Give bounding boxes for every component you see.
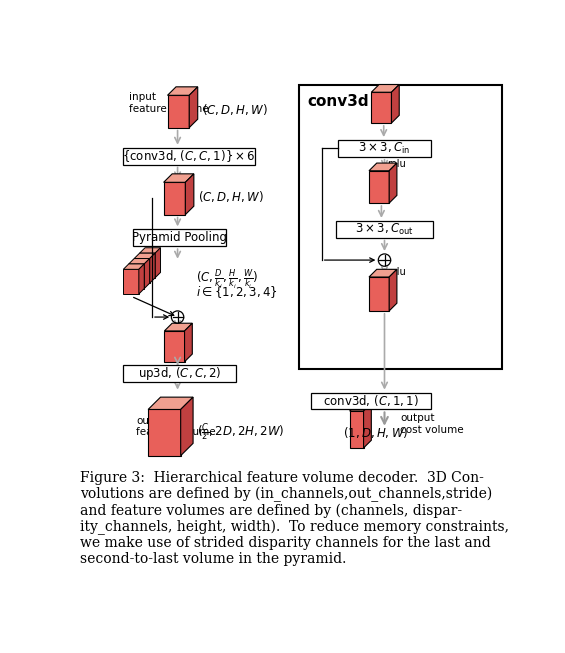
Polygon shape bbox=[134, 259, 150, 283]
Text: Figure 3:  Hierarchical feature volume decoder.  3D Con-: Figure 3: Hierarchical feature volume de… bbox=[80, 471, 484, 485]
Text: conv3d: conv3d bbox=[307, 94, 368, 109]
Polygon shape bbox=[185, 174, 194, 215]
Text: $(C, D, H, W)$: $(C, D, H, W)$ bbox=[198, 189, 264, 204]
Polygon shape bbox=[350, 404, 371, 411]
Polygon shape bbox=[129, 259, 150, 264]
Polygon shape bbox=[369, 163, 397, 171]
Polygon shape bbox=[371, 92, 392, 123]
Bar bbox=[338, 140, 431, 157]
Bar bbox=[299, 84, 502, 370]
Text: $(C, \frac{D}{k_i}, \frac{H}{k_i}, \frac{W}{k_i})$: $(C, \frac{D}{k_i}, \frac{H}{k_i}, \frac… bbox=[196, 267, 258, 291]
Polygon shape bbox=[363, 404, 371, 448]
Text: $i \in \{1, 2, 3, 4\}$: $i \in \{1, 2, 3, 4\}$ bbox=[196, 284, 278, 300]
Text: $3 \times 3, C_{\rm out}$: $3 \times 3, C_{\rm out}$ bbox=[355, 222, 414, 237]
Polygon shape bbox=[164, 323, 192, 331]
Polygon shape bbox=[140, 247, 160, 253]
Polygon shape bbox=[123, 269, 139, 294]
Polygon shape bbox=[148, 409, 181, 456]
Bar bbox=[336, 221, 433, 238]
Polygon shape bbox=[167, 95, 189, 127]
Polygon shape bbox=[164, 182, 185, 215]
Text: relu: relu bbox=[388, 267, 406, 277]
Text: $3 \times 3, C_{\rm in}$: $3 \times 3, C_{\rm in}$ bbox=[358, 141, 411, 156]
Polygon shape bbox=[155, 247, 160, 278]
Polygon shape bbox=[167, 87, 198, 95]
Polygon shape bbox=[369, 277, 389, 311]
Text: output
cost volume: output cost volume bbox=[400, 413, 464, 435]
Bar bbox=[123, 148, 255, 165]
Text: $(\frac{C}{2}, 2D, 2H, 2W)$: $(\frac{C}{2}, 2D, 2H, 2W)$ bbox=[197, 422, 284, 443]
Text: second-to-last volume in the pyramid.: second-to-last volume in the pyramid. bbox=[80, 552, 346, 566]
Text: output
feature volume: output feature volume bbox=[137, 415, 216, 438]
Polygon shape bbox=[189, 87, 198, 127]
Text: input
feature volume: input feature volume bbox=[129, 92, 208, 114]
Polygon shape bbox=[392, 84, 399, 123]
Polygon shape bbox=[150, 253, 155, 283]
Polygon shape bbox=[389, 269, 397, 311]
Text: ity_channels, height, width).  To reduce memory constraints,: ity_channels, height, width). To reduce … bbox=[80, 520, 509, 535]
Text: $(C, D, H, W)$: $(C, D, H, W)$ bbox=[202, 102, 268, 117]
Bar bbox=[133, 229, 225, 246]
Polygon shape bbox=[185, 323, 192, 362]
Polygon shape bbox=[369, 171, 389, 203]
Text: and feature volumes are defined by (channels, dispar-: and feature volumes are defined by (chan… bbox=[80, 503, 462, 518]
Polygon shape bbox=[181, 397, 193, 456]
Polygon shape bbox=[134, 253, 155, 259]
Text: $(1, D, H, W)$: $(1, D, H, W)$ bbox=[344, 425, 408, 440]
Text: volutions are defined by (in_channels,out_channels,stride): volutions are defined by (in_channels,ou… bbox=[80, 487, 492, 503]
Text: $\{$conv3d, $(C, C, 1)\} \times 6$: $\{$conv3d, $(C, C, 1)\} \times 6$ bbox=[123, 148, 256, 164]
Polygon shape bbox=[369, 269, 397, 277]
Text: relu: relu bbox=[388, 159, 406, 169]
Polygon shape bbox=[371, 84, 399, 92]
Polygon shape bbox=[129, 264, 144, 289]
Polygon shape bbox=[148, 397, 193, 409]
Polygon shape bbox=[164, 331, 185, 362]
Bar bbox=[311, 392, 431, 409]
Polygon shape bbox=[144, 259, 150, 289]
Polygon shape bbox=[350, 411, 363, 448]
Text: up3d, $(C, C, 2)$: up3d, $(C, C, 2)$ bbox=[138, 365, 221, 382]
Polygon shape bbox=[123, 264, 144, 269]
Text: conv3d, $(C, 1, 1)$: conv3d, $(C, 1, 1)$ bbox=[323, 394, 419, 409]
Bar bbox=[123, 365, 236, 382]
Polygon shape bbox=[389, 163, 397, 203]
Text: Pyramid Pooling: Pyramid Pooling bbox=[132, 231, 227, 244]
Text: we make use of strided disparity channels for the last and: we make use of strided disparity channel… bbox=[80, 535, 490, 550]
Polygon shape bbox=[164, 174, 194, 182]
Polygon shape bbox=[139, 264, 144, 294]
Polygon shape bbox=[140, 253, 155, 278]
